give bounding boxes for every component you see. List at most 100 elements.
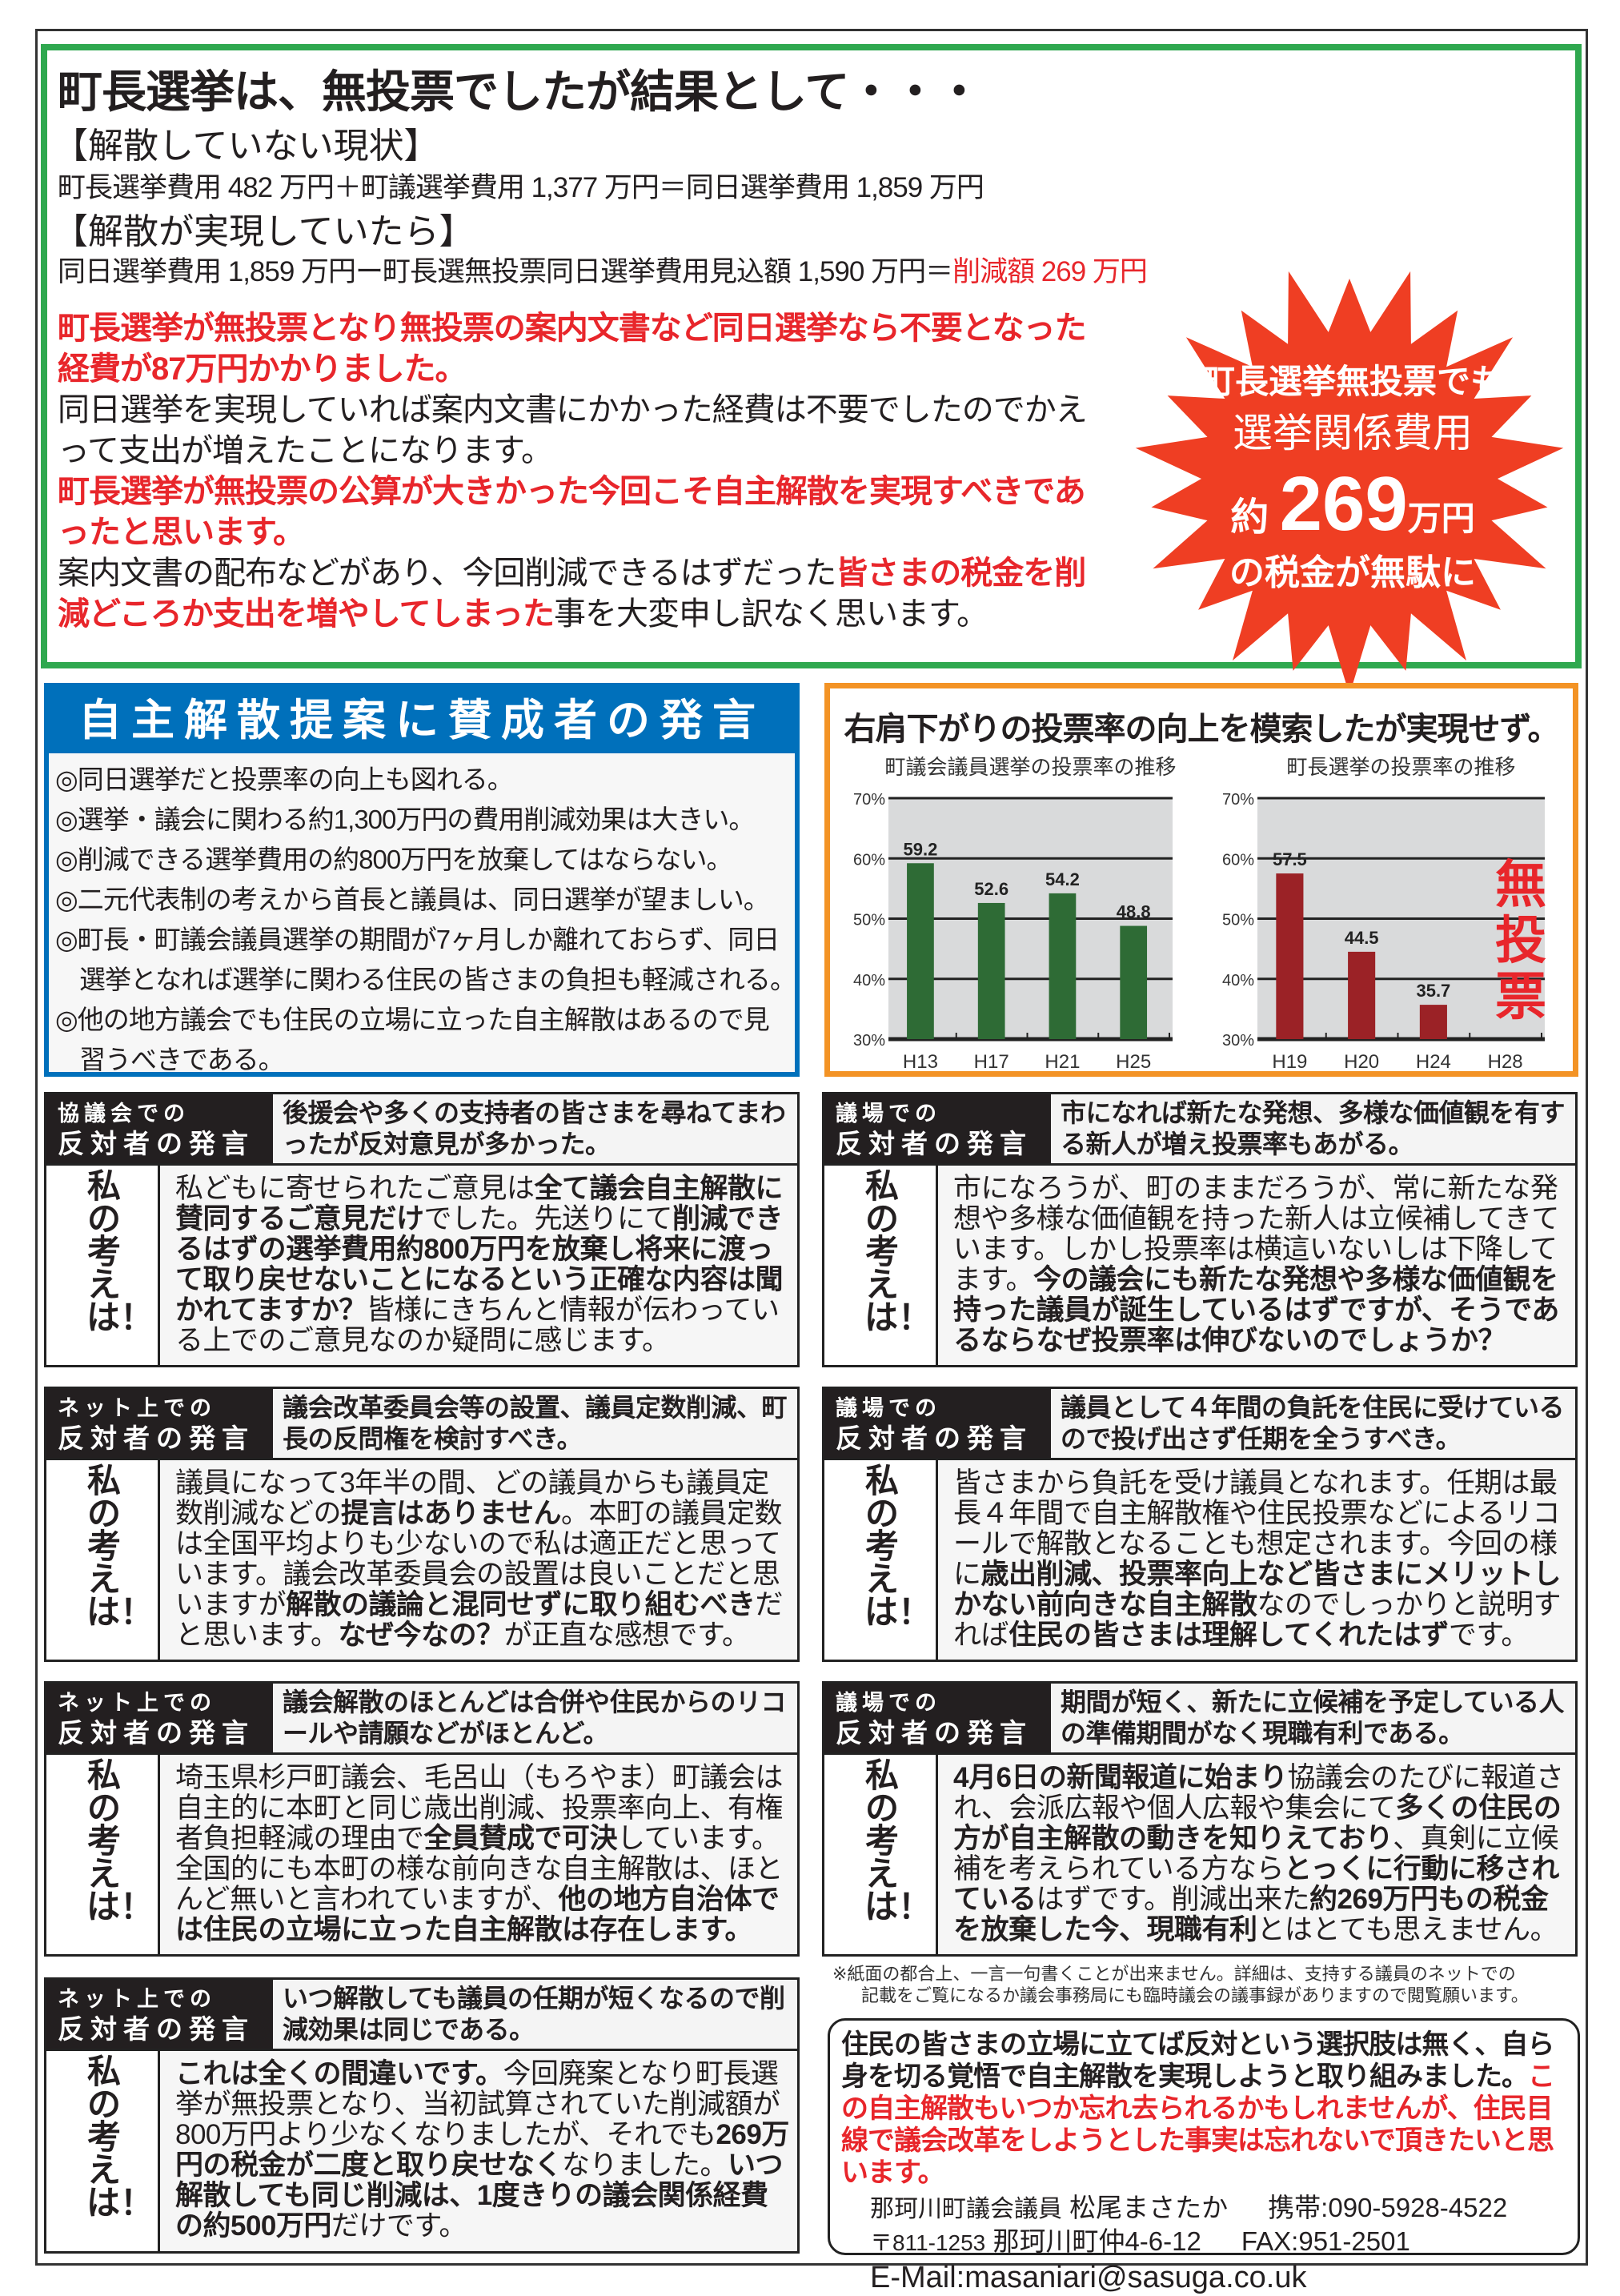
opposition-box: ネット上での 反対者の発言 議会解散のほとんどは合併や住民からのリコールや請願など…: [44, 1681, 800, 1957]
opposition-source: ネット上での: [58, 1987, 216, 2011]
bar-value-label: 59.2: [904, 839, 938, 859]
my-view-label: 私の考えは！: [864, 1462, 932, 1631]
opposition-source-label: ネット上での 反対者の発言: [46, 1684, 273, 1752]
my-view-column: 私の考えは！: [824, 1460, 938, 1660]
text-segment: 議員になって3年半の間、どの議員からも議員定数削減などの: [175, 1467, 769, 1529]
starburst-amount: 269: [1279, 461, 1408, 547]
text-segment: 皆様にきちんと情報が伝わっている上でのご意見なのか疑問に感じます。: [175, 1295, 780, 1356]
text-segment: 269万円の税金が二度と取り戻せなく: [175, 2119, 789, 2181]
starburst-line2: 選挙関係費用: [1233, 411, 1473, 456]
y-tick-label: 40%: [1222, 972, 1254, 989]
contact-box: 住民の皆さまの立場に立てば反対という選択肢は無く、自ら身を切る覚悟で自主解散を実…: [828, 2018, 1580, 2294]
text-segment: だと思います。: [175, 1589, 784, 1651]
bar: [907, 863, 934, 1039]
councillor-name: 松尾まさたか: [1069, 2193, 1229, 2222]
footnote-line: 記載をご覧になるか議会事務局にも臨時議会の議事録がありますので閲覧願います。: [861, 1985, 1529, 2005]
bar-value-label: 54.2: [1045, 869, 1080, 889]
text-segment: 皆さまから負託を受け議員となれます。任期は最長４年間で自主解散権や住民投票などに…: [953, 1467, 1560, 1590]
bar: [1276, 873, 1304, 1039]
email-link[interactable]: E-Mail:masaniari@sasuga.co.uk: [870, 2261, 1307, 2294]
opposition-box: ネット上での 反対者の発言 議会改革委員会等の設置、議員定数削減、町長の反問権を検…: [44, 1387, 800, 1662]
summary-paragraphs: 町長選挙が無投票となり無投票の案内文書など同日選挙なら不要となった経費が87万円…: [58, 308, 1106, 635]
opposition-label: 反対者の発言: [58, 1129, 255, 1158]
my-view-label: 私の考えは！: [86, 2053, 154, 2222]
y-tick-label: 70%: [853, 791, 885, 809]
chart-title: 町長選挙の投票率の推移: [1286, 755, 1515, 779]
x-tick-label: H17: [974, 1051, 1009, 1071]
text-segment: この自主解散もいつか忘れ去られるかもしれませんが、住民目線で議会改革をしようとし…: [841, 2061, 1555, 2188]
current-heading: 【解散していない現状】: [53, 126, 439, 166]
bar-value-label: 48.8: [1117, 902, 1151, 922]
y-tick-label: 60%: [853, 851, 885, 869]
support-item: ◎二元代表制の考えから首長と議員は、同日選挙が望ましい。: [55, 885, 770, 914]
text-segment: 同日選挙を実現していれば案内文書にかかった経費は不要でしたのでかえって支出が増え…: [58, 392, 1088, 468]
page-border: [35, 29, 1588, 2266]
text-segment: 私どもに寄せられたご意見は: [175, 1173, 535, 1204]
text-segment: なのでしっかりと説明すれば: [953, 1589, 1562, 1651]
rebuttal-text: 埼玉県杉戸町議会、毛呂山（もろやま）町議会は自主的に本町と同じ歳出削減、投票率向…: [162, 1755, 797, 1954]
opposition-box: 議場での 反対者の発言 期間が短く、新たに立候補を予定している人の準備期間がなく現…: [822, 1681, 1578, 1957]
divider: [824, 1752, 1575, 1755]
bar: [1120, 925, 1148, 1039]
text-segment: 他の地方自治体では住民の立場に立った自主解散は存在します。: [175, 1884, 780, 1945]
opposition-label: 反対者の発言: [836, 1129, 1033, 1158]
y-tick-label: 70%: [1222, 791, 1254, 809]
my-view-column: 私の考えは！: [46, 1755, 160, 1954]
turnout-charts: 町議会議員選挙の投票率の推移 30% 40% 50% 60% 70% H13 59.2 H17 5…: [853, 755, 1546, 1071]
text-segment: 削減できるはずの選挙費用約800万円を放棄し将来に渡って取り戻せないことになると…: [175, 1203, 784, 1326]
opposition-label: 反対者の発言: [836, 1718, 1033, 1748]
my-view-label: 私の考えは！: [864, 1167, 932, 1336]
text-segment: 全員賛成で可決: [423, 1823, 618, 1854]
support-item: ◎同日選挙だと投票率の向上も図れる。: [55, 765, 514, 794]
opposition-label: 反対者の発言: [58, 2014, 255, 2044]
summary-panel: [41, 44, 1582, 668]
chart-title: 町議会議員選挙の投票率の推移: [884, 755, 1176, 779]
support-panel: 自主解散提案に賛成者の発言 ◎同日選挙だと投票率の向上も図れる。 ◎選挙・議会に関…: [44, 683, 800, 1077]
support-item: ◎他の地方議会でも住民の立場に立った自主解散はあるので見: [55, 1005, 770, 1034]
text-segment: 。本町の議員定数は全国平均よりも少ないので私は適正だと思っています。議会改革委員…: [175, 1498, 782, 1620]
text-segment: 案内文書の配布などがあり、今回削減できるはずだった: [58, 556, 836, 591]
opposition-source-label: 議場での 反対者の発言: [824, 1094, 1051, 1163]
text-segment: しています。全国的にも本町の様な前向きな自主解散は、ほとんど無いと言われています…: [175, 1823, 784, 1915]
text-segment: です。: [1448, 1620, 1530, 1651]
summary-paragraph: 町長選挙が無投票となり無投票の案内文書など同日選挙なら不要となった経費が87万円…: [58, 308, 1106, 390]
fax-number: FAX:951-2501: [1241, 2226, 1410, 2256]
opposition-source: 議場での: [836, 1691, 941, 1715]
text-segment: 町長選挙が無投票となり無投票の案内文書など同日選挙なら不要となった経費が87万円…: [58, 311, 1087, 387]
my-view-label: 私の考えは！: [864, 1756, 932, 1925]
x-tick-label: H13: [903, 1051, 938, 1071]
support-item: ◎町長・町議会議員選挙の期間が7ヶ月しか離れておらず、同日: [55, 925, 780, 954]
postal-code: 〒811-1253: [870, 2230, 986, 2255]
x-tick-label: H25: [1116, 1051, 1151, 1071]
address: 那珂川町仲4-6-12: [992, 2226, 1201, 2256]
realized-cost-text: 同日選挙費用 1,859 万円ー町長選無投票同日選挙費用見込額 1,590 万円…: [58, 256, 953, 287]
turnout-title: 右肩下がりの投票率の向上を模索したが実現せず。: [844, 712, 1560, 747]
my-view-column: 私の考えは！: [824, 1166, 938, 1365]
my-view-label: 私の考えは！: [86, 1462, 154, 1631]
opposition-source-label: 議場での反対者の発言: [824, 1684, 1051, 1752]
realized-saving: 削減額 269 万円: [952, 256, 1148, 287]
turnout-panel: 右肩下がりの投票率の向上を模索したが実現せず。 町議会議員選挙の投票率の推移 30…: [824, 683, 1578, 1077]
closing-message: 住民の皆さまの立場に立てば反対という選択肢は無く、自ら身を切る覚悟で自主解散を実…: [841, 2029, 1570, 2189]
starburst-badge: [1135, 271, 1564, 695]
my-view-column: 私の考えは！: [46, 2051, 160, 2251]
starburst-line4: の税金が無駄に: [1229, 553, 1476, 592]
text-segment: 今回廃案となり町長選挙が無投票となり、当初試算されていた削減額が800万円より少…: [175, 2058, 780, 2150]
rebuttal-text: これは全くの間違いです。今回廃案となり町長選挙が無投票となり、当初試算されていた…: [162, 2051, 797, 2251]
opposition-claim: 市になれば新たな発想、多様な価値観を有する新人が増え投票率もあがる。: [1051, 1094, 1575, 1163]
opposition-source: 議場での: [836, 1396, 941, 1420]
text-segment: 4月6日の新聞報道に始まり: [953, 1762, 1288, 1793]
text-segment: 埼玉県杉戸町議会、毛呂山（もろやま）町議会は自主的に本町と同じ歳出削減、投票率向…: [175, 1762, 784, 1854]
opposition-label: 反対者の発言: [58, 1718, 255, 1748]
opposition-source: ネット上での: [58, 1396, 216, 1420]
bar: [977, 902, 1005, 1039]
x-tick-label: H19: [1272, 1051, 1307, 1071]
mobile-number[interactable]: 携帯:090-5928-4522: [1268, 2193, 1508, 2222]
my-view-column: 私の考えは！: [824, 1755, 938, 1954]
support-item: 選挙となれば選挙に関わる住民の皆さまの負担も軽減される。: [79, 965, 796, 994]
y-tick-label: 40%: [853, 972, 885, 989]
summary-paragraph: 案内文書の配布などがあり、今回削減できるはずだった皆さまの税金を削減どころか支出…: [58, 553, 1106, 635]
text-segment: 市になろうが、町のままだろうが、常に新たな発想や多様な価値観を持った新人は立候補…: [953, 1173, 1559, 1295]
opposition-source-label: 協議会での 反対者の発言: [46, 1094, 273, 1163]
opposition-box: 議場での 反対者の発言 議員として４年間の負託を住民に受けているので投げ出さず任期…: [822, 1387, 1578, 1662]
